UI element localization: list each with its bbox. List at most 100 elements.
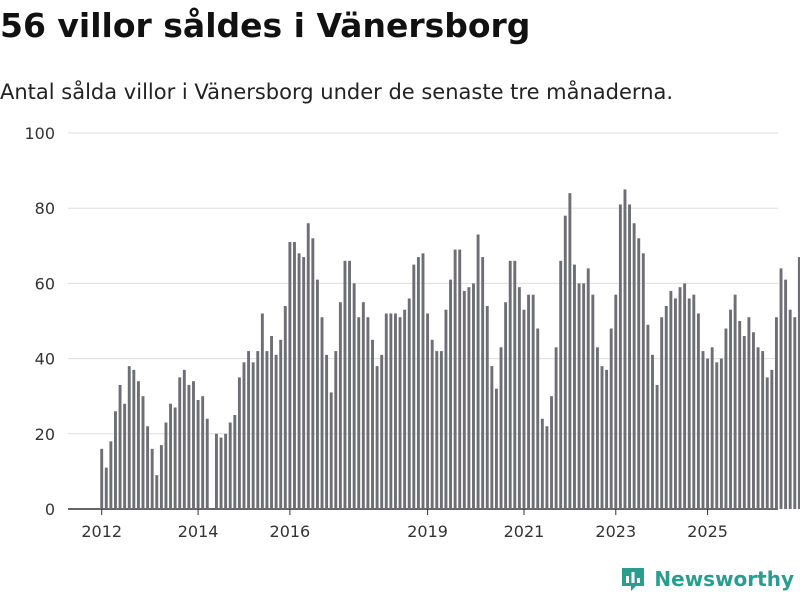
bar [352, 283, 356, 509]
bar [563, 215, 567, 509]
y-tick-label: 20 [35, 425, 55, 444]
bar [224, 433, 228, 509]
bar [609, 328, 613, 509]
bar [104, 467, 108, 509]
bar [504, 302, 508, 509]
bar [394, 313, 397, 509]
bar [348, 260, 352, 509]
bar [724, 328, 728, 509]
bar [476, 234, 480, 509]
bar [270, 336, 273, 509]
bar [692, 294, 696, 509]
x-tick-label: 2016 [270, 522, 311, 541]
bar [251, 362, 255, 509]
bar [435, 351, 439, 509]
bar [582, 283, 586, 509]
bar [655, 384, 659, 509]
bar [132, 369, 136, 509]
bar [375, 366, 379, 509]
bar [517, 287, 521, 509]
y-axis: 0 20 40 60 80 100 [24, 124, 55, 519]
bar [449, 279, 452, 509]
x-axis: 2012 2014 2016 2019 2021 2023 2025 [81, 509, 728, 541]
bar [527, 294, 531, 509]
bar [100, 448, 104, 509]
bar [302, 257, 306, 509]
bar [550, 396, 553, 509]
bar [632, 223, 636, 510]
bar [371, 339, 374, 509]
bar [306, 223, 310, 510]
bar [215, 433, 218, 509]
newsworthy-logo[interactable]: Newsworthy [620, 566, 794, 592]
bar [761, 351, 765, 509]
bar [499, 347, 503, 509]
bar [573, 264, 576, 509]
bar [756, 347, 760, 509]
bar [219, 437, 223, 509]
bar [605, 369, 609, 509]
bar [797, 257, 800, 509]
bar [618, 204, 622, 509]
bar [320, 317, 324, 509]
bar [742, 336, 746, 509]
bar [329, 392, 333, 509]
bar [577, 283, 581, 509]
bar [540, 418, 544, 509]
bar [472, 283, 475, 509]
bar [651, 354, 654, 509]
bar [494, 388, 498, 509]
bar [554, 347, 558, 509]
bar [279, 339, 283, 509]
bar [416, 257, 420, 509]
bar [485, 305, 489, 509]
bar [595, 347, 599, 509]
x-tick-label: 2014 [178, 522, 219, 541]
bar [201, 396, 205, 509]
y-tick-label: 60 [35, 274, 55, 293]
bar [779, 268, 783, 509]
bar [729, 309, 732, 509]
bar [288, 242, 292, 510]
bar [256, 351, 260, 509]
bar [637, 238, 641, 509]
bar [623, 189, 627, 509]
bar [114, 411, 117, 509]
bar [660, 317, 664, 509]
bar [123, 403, 127, 509]
bar [146, 426, 150, 509]
y-tick-label: 0 [45, 500, 55, 519]
bar [412, 264, 416, 509]
bar [752, 332, 755, 509]
bar [462, 290, 466, 509]
bar [770, 369, 774, 509]
bar [715, 362, 719, 509]
bar [747, 317, 751, 509]
bar [173, 407, 177, 509]
bar [719, 358, 723, 509]
bar [508, 260, 512, 509]
bar [293, 242, 296, 510]
y-tick-label: 40 [35, 350, 55, 369]
bar [444, 309, 448, 509]
newsworthy-icon [622, 568, 645, 591]
bar [738, 321, 742, 509]
bar [192, 381, 195, 509]
bar [614, 294, 618, 509]
bar [774, 317, 778, 509]
bar [274, 354, 278, 509]
bar [687, 298, 691, 509]
bar [325, 354, 329, 509]
bar [233, 415, 237, 509]
bar [664, 305, 668, 509]
bar [334, 351, 338, 509]
bar [706, 358, 710, 509]
bar [109, 441, 113, 509]
bar [669, 290, 673, 509]
bar [164, 422, 168, 509]
bar [788, 309, 792, 509]
bar [260, 313, 264, 509]
x-tick-label: 2012 [81, 522, 122, 541]
y-tick-label: 80 [35, 199, 55, 218]
bar [118, 384, 122, 509]
